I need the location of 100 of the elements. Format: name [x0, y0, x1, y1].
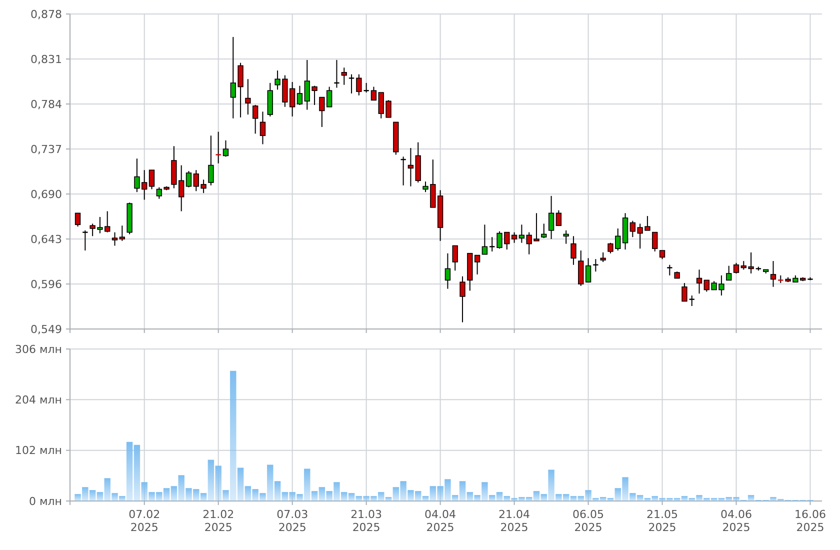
bar: [504, 496, 510, 501]
bar: [748, 495, 754, 501]
bar: [548, 470, 554, 501]
bar: [414, 491, 422, 501]
bar: [696, 495, 702, 501]
bar: [674, 498, 680, 501]
bar: [533, 491, 540, 501]
bar: [318, 487, 326, 501]
bar: [652, 496, 658, 501]
bar: [311, 491, 318, 501]
x-tick-label: 04.06 2025: [720, 508, 752, 534]
candlestick: [541, 223, 547, 239]
bar: [511, 498, 518, 501]
candlestick: [119, 225, 125, 242]
candlestick: [267, 82, 273, 117]
bar: [556, 494, 562, 501]
x-tick-label: 06.05 2025: [572, 508, 604, 534]
bar: [562, 494, 570, 501]
bar: [526, 497, 532, 501]
y-tick-label: 204 млн: [14, 394, 62, 407]
y-tick-label: 0,643: [30, 232, 62, 246]
bar: [244, 486, 252, 501]
bar: [170, 486, 178, 501]
candlestick: [222, 140, 229, 158]
candlestick: [585, 258, 592, 283]
bar: [430, 486, 436, 501]
bar: [385, 497, 392, 501]
bar: [148, 492, 155, 501]
bar: [704, 498, 710, 501]
bar: [422, 496, 429, 501]
candlestick: [488, 236, 496, 252]
candlestick: [408, 148, 414, 187]
bar: [119, 496, 126, 501]
bar: [156, 492, 162, 501]
bar: [222, 490, 229, 501]
x-tick-label: 21.04 2025: [498, 508, 530, 534]
bar: [193, 489, 200, 501]
bar: [592, 498, 599, 501]
bar: [578, 496, 584, 501]
bar: [304, 468, 310, 501]
bar: [622, 477, 628, 501]
bar: [363, 496, 370, 501]
bar: [585, 490, 592, 501]
candlestick: [148, 170, 155, 190]
bar: [289, 492, 296, 501]
bar: [630, 493, 636, 501]
candlestick: [260, 111, 266, 145]
bar: [252, 489, 258, 501]
bar: [518, 497, 525, 501]
bar: [112, 493, 118, 501]
candlestick: [652, 232, 658, 252]
bar: [770, 497, 776, 501]
x-tick-label: 04.04 2025: [424, 508, 456, 534]
bar: [488, 495, 496, 501]
candlestick: [556, 210, 562, 226]
bar: [282, 492, 288, 501]
candlestick: [341, 67, 347, 86]
bar: [200, 493, 207, 501]
bar: [348, 493, 355, 501]
candlestick: [208, 135, 214, 186]
x-tick-label: 21.03 2025: [350, 508, 382, 534]
candlestick: [245, 78, 251, 116]
candlestick: [296, 85, 303, 106]
bar: [437, 486, 444, 501]
bar: [186, 488, 192, 501]
y-tick-label: 306 млн: [14, 342, 62, 356]
candlestick: [600, 252, 606, 262]
y-tick-label: 102 млн: [14, 444, 62, 458]
candlestick: [74, 212, 81, 228]
bar: [230, 370, 236, 501]
bar: [733, 497, 740, 501]
bar: [267, 464, 274, 501]
bar: [607, 498, 614, 501]
bar: [126, 442, 133, 501]
bar: [718, 498, 725, 501]
y-tick-label: 0,878: [30, 8, 62, 21]
bar: [482, 482, 488, 501]
candlestick: [460, 276, 466, 323]
bar: [89, 490, 96, 501]
bar: [96, 492, 104, 501]
bar: [400, 481, 406, 501]
candlestick: [570, 236, 576, 266]
bar: [163, 488, 170, 501]
bar: [726, 497, 732, 501]
candlestick: [688, 294, 696, 307]
candlestick: [112, 232, 118, 246]
candlestick: [444, 252, 451, 290]
bar: [466, 492, 474, 501]
candlestick: [563, 230, 569, 244]
bar: [570, 496, 577, 501]
bar: [260, 493, 266, 501]
candlestick: [370, 86, 377, 101]
bar: [296, 494, 303, 501]
bar: [237, 468, 244, 501]
x-tick-label: 16.06 2025: [794, 508, 826, 534]
bar: [215, 466, 222, 501]
bar: [644, 498, 651, 501]
candlestick: [770, 260, 776, 288]
bar: [496, 492, 503, 501]
candlestick: [82, 230, 88, 251]
